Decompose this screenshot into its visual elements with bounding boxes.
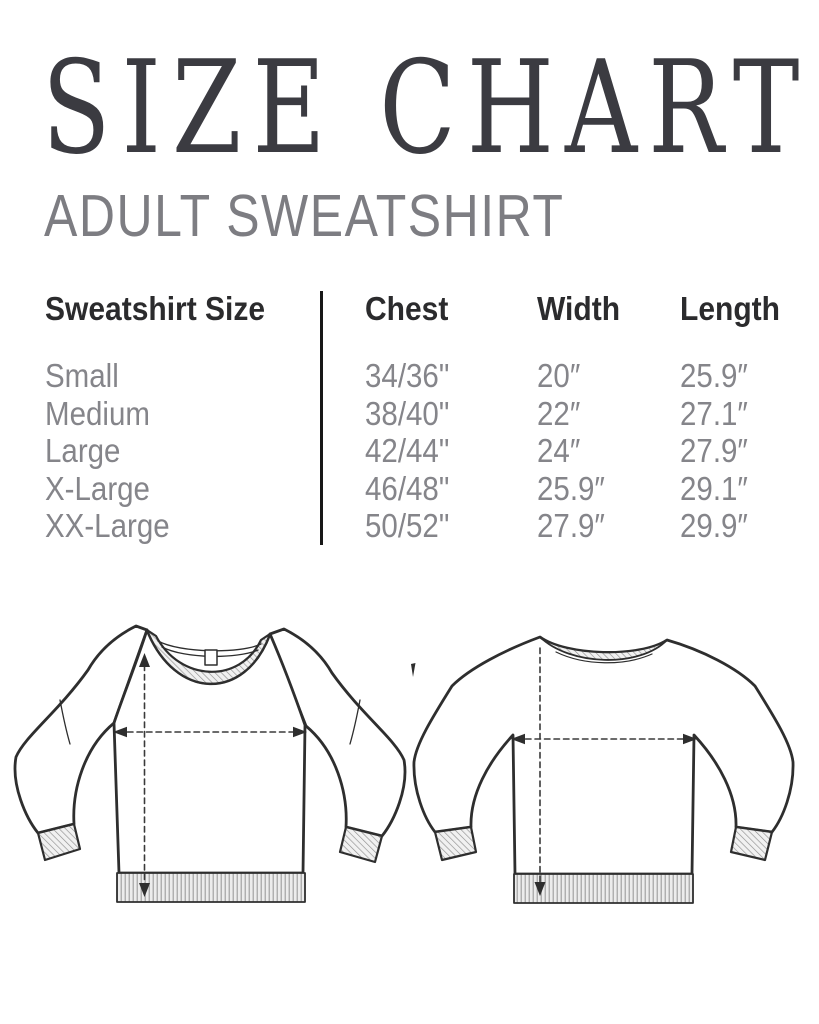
- front-right-sleeve: [268, 627, 407, 838]
- row-small-width: 20″: [537, 358, 581, 395]
- row-xlarge-width: 25.9″: [537, 470, 605, 508]
- back-collar-stitch-line: [555, 651, 653, 664]
- page-subtitle: ADULT SWEATSHIRT: [44, 183, 565, 250]
- row-large-size: Large: [45, 433, 121, 471]
- col-header-chest: Chest: [365, 291, 449, 328]
- row-large-length: 27.9″: [680, 433, 748, 471]
- row-large-chest: 42/44": [365, 433, 450, 471]
- back-right-cuff: [729, 825, 774, 862]
- row-xxlarge-width: 27.9″: [537, 508, 605, 546]
- col-header-length: Length: [680, 291, 780, 328]
- row-xlarge-size: X-Large: [45, 470, 150, 508]
- row-medium-chest: 38/40": [365, 395, 450, 433]
- back-body: [412, 635, 795, 876]
- front-right-cuff: [338, 825, 384, 864]
- row-small-size: Small: [45, 358, 119, 395]
- col-header-width: Width: [537, 291, 621, 328]
- front-right-sleeve-seam: [349, 699, 361, 745]
- row-xxlarge-chest: 50/52": [365, 508, 450, 546]
- front-width-measure: [113, 726, 307, 738]
- table-divider-line: [320, 291, 323, 545]
- row-large-width: 24″: [537, 433, 581, 471]
- table-header-row: Sweatshirt Size Chest Width Length: [45, 291, 810, 329]
- size-table-body: Small 34/36" 20″ 25.9″ Medium 38/40" 22″…: [45, 358, 810, 546]
- sweatshirt-diagrams: [13, 624, 795, 904]
- row-xlarge-length: 29.1″: [680, 470, 748, 508]
- sweatshirt-back-diagram: [412, 635, 795, 904]
- stray-tick-mark: [411, 663, 416, 677]
- front-left-cuff: [36, 822, 82, 862]
- col-header-sweatshirt-size: Sweatshirt Size: [45, 291, 266, 328]
- front-left-sleeve: [13, 624, 149, 835]
- front-length-measure: [139, 653, 150, 897]
- row-small-length: 25.9″: [680, 358, 748, 395]
- row-medium-length: 27.1″: [680, 395, 748, 433]
- back-width-measure: [511, 733, 697, 745]
- row-small-chest: 34/36": [365, 358, 450, 395]
- front-left-sleeve-seam: [59, 699, 71, 745]
- sweatshirt-front-diagram: [13, 624, 407, 903]
- row-xxlarge-length: 29.9″: [680, 508, 748, 546]
- back-left-cuff: [433, 825, 478, 862]
- back-length-measure: [534, 647, 546, 896]
- front-collar-band: [145, 628, 272, 685]
- front-neck-tag: [204, 649, 218, 666]
- row-xlarge-chest: 46/48": [365, 470, 450, 508]
- front-hem-band: [116, 872, 306, 903]
- back-collar-band: [539, 636, 668, 661]
- row-xxlarge-size: XX-Large: [45, 508, 170, 546]
- row-medium-size: Medium: [45, 395, 150, 433]
- page-title: SIZE CHART: [42, 33, 811, 183]
- row-medium-width: 22″: [537, 395, 581, 433]
- back-hem-band: [513, 873, 694, 904]
